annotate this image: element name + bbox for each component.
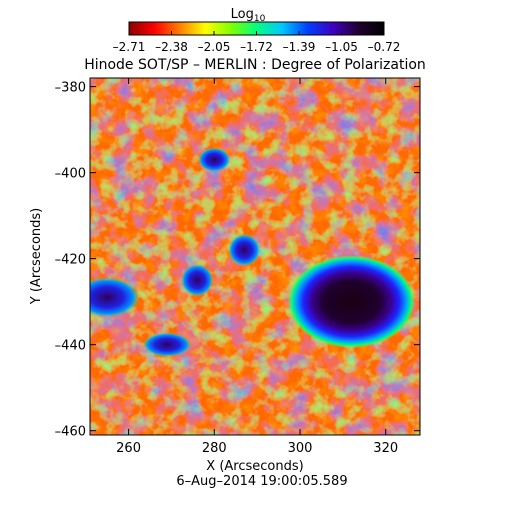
pore: [198, 147, 231, 172]
pore: [228, 233, 261, 267]
x-axis-ticks: 260 280 300 320: [116, 78, 398, 456]
x-tick-label: 320: [373, 441, 398, 456]
colorbar-label-sub: 10: [254, 14, 266, 24]
x-tick-label: 280: [202, 441, 227, 456]
x-tick-label: 300: [288, 441, 313, 456]
y-tick-label: –460: [55, 425, 86, 440]
y-axis-ticks: –380 –400 –420 –440 –460: [55, 81, 420, 440]
y-tick-label: –380: [55, 81, 86, 96]
pore: [142, 332, 192, 357]
heatmap: [90, 78, 420, 435]
colorbar-tick-label: –1.39: [283, 40, 316, 54]
footer-timestamp: 6–Aug–2014 19:00:05.589: [176, 474, 347, 489]
y-tick-label: –440: [55, 339, 86, 354]
pore: [180, 263, 214, 297]
colorbar-label: Log10: [231, 7, 266, 24]
heatmap-features: [90, 147, 416, 357]
colorbar-tick-label: –2.38: [155, 40, 188, 54]
y-tick-label: –400: [55, 167, 86, 182]
plot-frame: [89, 77, 421, 436]
colorbar-tick-label: –2.71: [113, 40, 146, 54]
chart-title: Hinode SOT/SP – MERLIN : Degree of Polar…: [84, 57, 426, 73]
colorbar-tick-label: –2.05: [198, 40, 231, 54]
pore: [90, 276, 140, 318]
y-tick-label: –420: [55, 253, 86, 268]
y-axis-label: Y (Arcseconds): [29, 208, 44, 305]
colorbar-tick-label: –0.72: [368, 40, 401, 54]
colorbar-ticks: –2.71 –2.38 –2.05 –1.72 –1.39 –1.05 –0.72: [113, 31, 401, 54]
colorbar-tick-label: –1.05: [325, 40, 358, 54]
sunspot: [287, 255, 416, 349]
x-axis-label: X (Arcseconds): [206, 459, 303, 474]
x-tick-label: 260: [116, 441, 141, 456]
colorbar-tick-label: –1.72: [240, 40, 273, 54]
